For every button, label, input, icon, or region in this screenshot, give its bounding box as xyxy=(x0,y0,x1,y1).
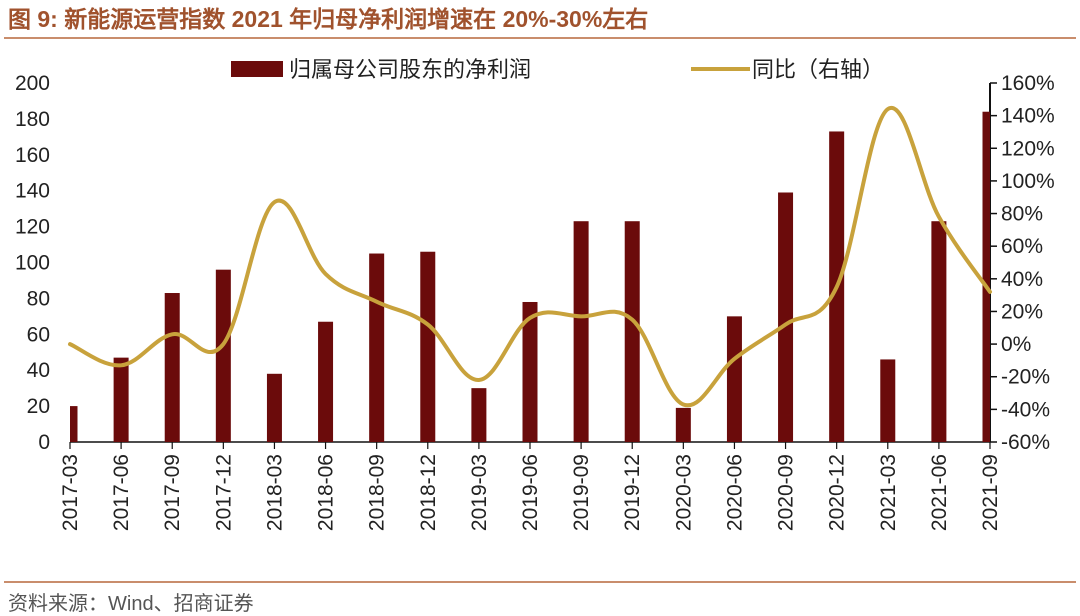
x-tick-label-18: 2021-09 xyxy=(979,454,1002,531)
x-tick-label-1: 2017-06 xyxy=(110,454,133,531)
x-tick-label-10: 2019-09 xyxy=(570,454,593,531)
right-y-tick-label-5: 40% xyxy=(1001,268,1043,291)
bar-2017-06 xyxy=(114,358,129,442)
legend-line-label: 同比（右轴） xyxy=(752,57,884,82)
bar-2018-06 xyxy=(318,322,333,442)
left-y-tick-label-6: 120 xyxy=(15,216,50,239)
left-y-tick-label-5: 100 xyxy=(15,252,50,275)
x-tick-label-13: 2020-06 xyxy=(723,454,746,531)
right-y-tick-label-7: 80% xyxy=(1001,203,1043,226)
right-y-tick-label-6: 60% xyxy=(1001,235,1043,258)
x-tick-label-3: 2017-12 xyxy=(212,454,235,531)
bar-2017-12 xyxy=(216,270,231,442)
right-y-tick-label-2: -20% xyxy=(1001,366,1050,389)
bar-2017-03 xyxy=(70,406,78,442)
right-y-tick-label-1: -40% xyxy=(1001,398,1050,421)
bar-2021-09 xyxy=(983,112,991,442)
x-tick-label-4: 2018-03 xyxy=(263,454,286,531)
bar-2017-09 xyxy=(165,293,180,442)
bar-2018-03 xyxy=(267,374,282,442)
x-tick-label-9: 2019-06 xyxy=(519,454,542,531)
right-y-tick-label-8: 100% xyxy=(1001,170,1055,193)
right-y-tick-label-4: 20% xyxy=(1001,300,1043,323)
legend: 归属母公司股东的净利润 同比（右轴） xyxy=(231,57,884,82)
x-tick-label-17: 2021-06 xyxy=(928,454,951,531)
bars-layer xyxy=(70,112,990,442)
x-tick-label-16: 2021-03 xyxy=(877,454,900,531)
bar-2020-06 xyxy=(727,316,742,442)
bar-2019-12 xyxy=(625,221,640,442)
bar-2020-03 xyxy=(676,408,691,442)
left-y-tick-label-4: 80 xyxy=(27,287,50,310)
bar-2019-09 xyxy=(574,221,589,442)
left-y-tick-label-2: 40 xyxy=(27,359,50,382)
legend-bar-label: 归属母公司股东的净利润 xyxy=(289,57,531,82)
legend-bar-swatch xyxy=(231,61,283,77)
left-y-tick-label-1: 20 xyxy=(27,395,50,418)
x-tick-label-0: 2017-03 xyxy=(59,454,82,531)
x-tick-label-5: 2018-06 xyxy=(315,454,338,531)
x-tick-label-7: 2018-12 xyxy=(417,454,440,531)
bar-2021-06 xyxy=(931,221,946,442)
left-y-tick-label-7: 140 xyxy=(15,180,50,203)
x-tick-label-15: 2020-12 xyxy=(826,454,849,531)
right-y-tick-label-10: 140% xyxy=(1001,105,1055,128)
bar-2018-12 xyxy=(420,252,435,442)
left-y-tick-label-8: 160 xyxy=(15,144,50,167)
right-y-tick-label-9: 120% xyxy=(1001,137,1055,160)
x-tick-label-2: 2017-09 xyxy=(161,454,184,531)
x-tick-label-8: 2019-03 xyxy=(468,454,491,531)
combo-chart: 0 20 40 60 80 100 120 140 160 180 200 -60% -40% -20% 0… xyxy=(0,0,1080,580)
bar-2021-03 xyxy=(880,359,895,442)
source-divider xyxy=(4,581,1076,583)
left-y-tick-label-0: 0 xyxy=(38,431,50,454)
x-tick-label-6: 2018-09 xyxy=(366,454,389,531)
right-y-tick-label-3: 0% xyxy=(1001,333,1031,356)
bar-2018-09 xyxy=(369,254,384,442)
left-y-tick-label-10: 200 xyxy=(15,72,50,95)
source-note: 资料来源：Wind、招商证券 xyxy=(8,587,254,616)
left-y-tick-label-9: 180 xyxy=(15,108,50,131)
bar-2020-09 xyxy=(778,192,793,442)
left-y-tick-label-3: 60 xyxy=(27,323,50,346)
right-y-tick-label-0: -60% xyxy=(1001,431,1050,454)
x-tick-label-11: 2019-12 xyxy=(621,454,644,531)
right-y-tick-label-11: 160% xyxy=(1001,72,1055,95)
x-tick-label-14: 2020-09 xyxy=(775,454,798,531)
bar-2019-03 xyxy=(471,388,486,442)
x-tick-label-12: 2020-03 xyxy=(672,454,695,531)
